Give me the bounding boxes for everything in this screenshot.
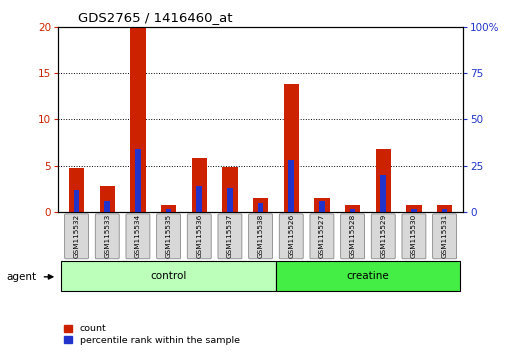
Bar xyxy=(436,205,451,212)
Text: GSM115531: GSM115531 xyxy=(441,214,447,258)
Bar xyxy=(380,175,385,212)
Bar xyxy=(344,205,360,212)
FancyBboxPatch shape xyxy=(371,214,394,259)
Bar xyxy=(275,261,459,291)
Text: GSM115534: GSM115534 xyxy=(135,214,141,258)
FancyBboxPatch shape xyxy=(126,214,149,259)
FancyBboxPatch shape xyxy=(187,214,211,259)
Bar xyxy=(99,186,115,212)
Bar xyxy=(61,261,275,291)
FancyBboxPatch shape xyxy=(65,214,88,259)
Text: agent: agent xyxy=(6,272,36,282)
Legend: count, percentile rank within the sample: count, percentile rank within the sample xyxy=(63,324,240,346)
Text: GSM115532: GSM115532 xyxy=(73,214,79,258)
FancyBboxPatch shape xyxy=(401,214,425,259)
FancyBboxPatch shape xyxy=(95,214,119,259)
Text: GSM115535: GSM115535 xyxy=(165,214,171,258)
Bar xyxy=(130,27,145,212)
FancyBboxPatch shape xyxy=(157,214,180,259)
Bar xyxy=(314,198,329,212)
Text: creatine: creatine xyxy=(346,271,388,281)
Text: GDS2765 / 1416460_at: GDS2765 / 1416460_at xyxy=(78,11,232,24)
Bar xyxy=(319,201,324,212)
Text: GSM115536: GSM115536 xyxy=(196,214,202,258)
Text: GSM115537: GSM115537 xyxy=(226,214,232,258)
FancyBboxPatch shape xyxy=(340,214,364,259)
Bar xyxy=(191,158,207,212)
Bar xyxy=(375,149,390,212)
Bar xyxy=(288,160,293,212)
Bar xyxy=(252,199,268,212)
Text: control: control xyxy=(150,271,186,281)
Bar xyxy=(406,205,421,212)
Bar xyxy=(69,168,84,212)
Text: GSM115529: GSM115529 xyxy=(379,214,385,258)
Bar xyxy=(161,205,176,212)
Text: GSM115530: GSM115530 xyxy=(410,214,416,258)
Text: GSM115533: GSM115533 xyxy=(104,214,110,258)
Bar xyxy=(166,209,171,212)
Bar xyxy=(283,84,298,212)
FancyBboxPatch shape xyxy=(218,214,241,259)
Bar xyxy=(349,209,355,212)
Text: GSM115528: GSM115528 xyxy=(349,214,355,258)
Bar xyxy=(227,188,232,212)
Bar xyxy=(258,203,263,212)
Bar xyxy=(196,186,201,212)
Bar xyxy=(222,167,237,212)
Bar xyxy=(135,149,140,212)
Bar xyxy=(411,209,416,212)
FancyBboxPatch shape xyxy=(279,214,302,259)
FancyBboxPatch shape xyxy=(248,214,272,259)
Bar xyxy=(441,209,446,212)
Text: GSM115526: GSM115526 xyxy=(288,214,294,258)
Text: GSM115527: GSM115527 xyxy=(318,214,324,258)
Bar xyxy=(105,201,110,212)
Bar xyxy=(74,190,79,212)
FancyBboxPatch shape xyxy=(310,214,333,259)
FancyBboxPatch shape xyxy=(432,214,456,259)
Text: GSM115538: GSM115538 xyxy=(257,214,263,258)
